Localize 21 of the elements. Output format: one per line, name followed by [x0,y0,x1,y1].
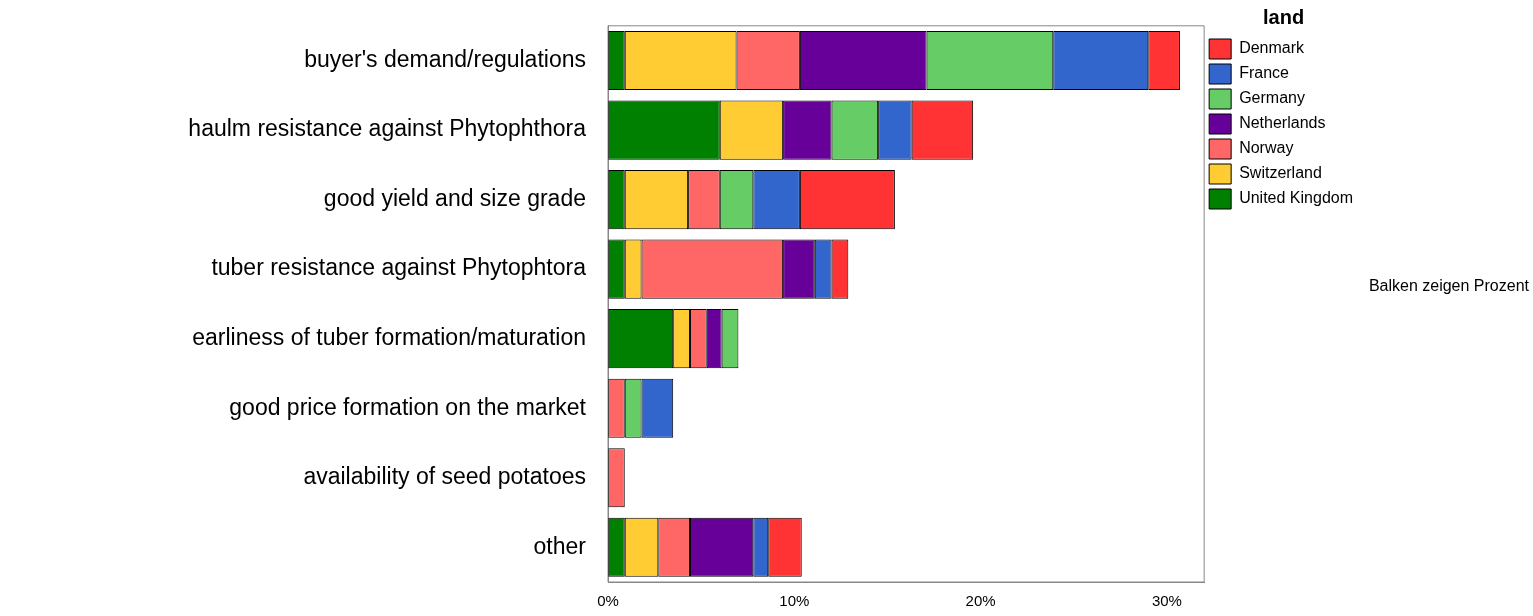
legend-label: Netherlands [1239,114,1326,132]
y-tick-label: good price formation on the market [229,393,587,420]
x-tick-label: 30% [1151,592,1182,610]
legend-label: Germany [1239,89,1305,107]
y-tick-label: haulm resistance against Phytophthora [188,115,587,142]
legend-label: Switzerland [1239,164,1322,182]
y-tick-label: availability of seed potatoes [303,463,586,490]
legend-label: Denmark [1239,39,1306,57]
y-tick-label: good yield and size grade [323,184,586,211]
y-tick-label: earliness of tuber formation/maturation [192,324,586,351]
x-tick-label: 20% [965,592,996,610]
legend-label: United Kingdom [1239,189,1353,207]
y-tick-label: tuber resistance against Phytophtora [211,254,587,281]
legend-label: France [1239,64,1290,82]
y-tick-label: buyer's demand/regulations [304,45,586,72]
legend-label: Norway [1239,139,1294,157]
text: Balken zeigen Prozent [1368,277,1530,295]
legend-title: land [1263,5,1305,28]
y-tick-label: other [533,532,587,559]
x-tick-label: 10% [779,592,810,610]
x-tick-label: 0% [597,592,619,610]
